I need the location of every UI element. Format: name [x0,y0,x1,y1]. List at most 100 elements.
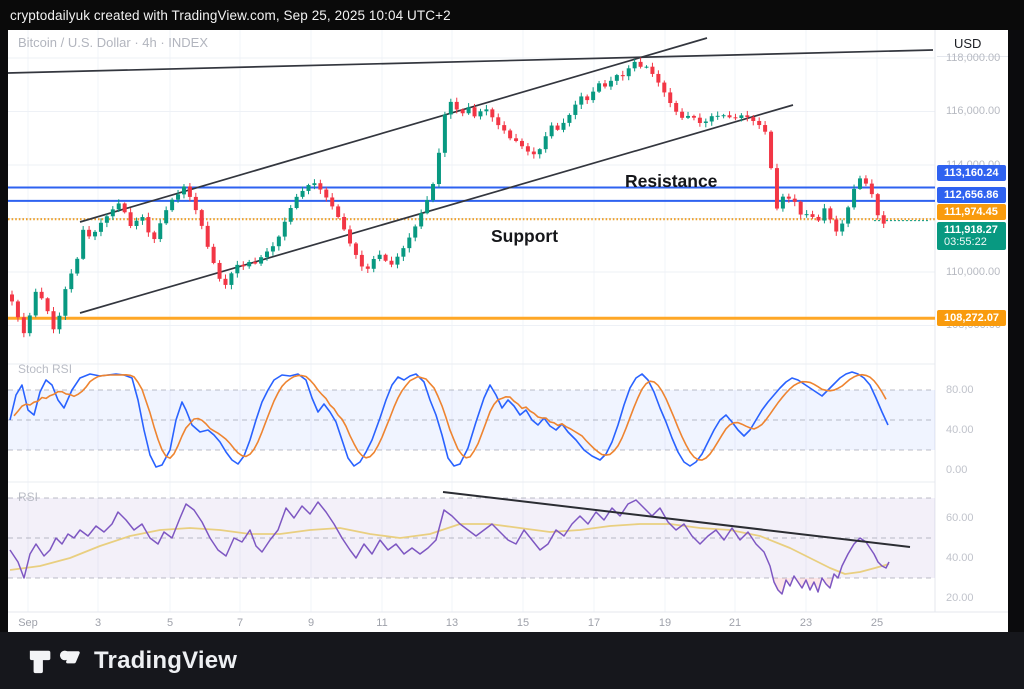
chart-area[interactable]: Bitcoin / U.S. Dollar · 4h · INDEX Stoch… [8,30,1008,632]
candle-body [187,186,192,197]
candle-body [573,104,578,115]
rsi-descending-line[interactable] [442,491,911,548]
candle-body [181,186,186,195]
stoch-d-line [13,373,887,461]
tradingview-wordmark[interactable]: TradingView [94,646,238,674]
candle-body [502,125,507,131]
candle-body [603,83,607,87]
candle-body [21,317,26,334]
time-axis-label: 25 [870,617,884,629]
candle-body [413,226,418,238]
time-axis-label: 19 [658,617,672,629]
candle-body [63,289,68,316]
candle-body [27,315,32,334]
long-resistance-line[interactable] [8,49,934,74]
channel-lower-line[interactable] [79,104,794,314]
candle-body [549,125,554,137]
footer-bar: TradingView [0,632,1024,689]
candle-body [834,219,839,232]
candle-body [597,83,602,92]
candle-body [875,194,880,216]
candle-body [786,196,791,199]
price-tag: 111,918.27 03:55:22 [937,222,1006,250]
candle-body [312,183,317,186]
candle-body [75,258,80,274]
currency-label: USD [954,35,982,51]
candle-body [264,251,269,258]
support-annotation[interactable]: Support [491,226,559,246]
candle-body [164,210,169,224]
candle-body [531,151,536,155]
candle-body [152,232,157,240]
candle-body [128,212,133,226]
candle-body [620,75,625,77]
candle-body [98,222,103,232]
currency-toggle-button[interactable]: USD [937,30,1008,57]
candle-body [110,209,115,217]
countdown-timer: 03:55:22 [944,236,987,248]
tradingview-logo-icon[interactable] [28,644,82,678]
candle-body [146,217,151,233]
stoch-k-line [9,371,889,468]
candle-body [431,184,436,200]
candle-body [656,73,661,83]
candle-body [87,229,92,237]
candle-body [466,107,471,114]
chart-canvas[interactable] [8,30,1008,632]
candle-body [288,208,293,222]
candle-body [306,185,311,191]
candle-body [810,214,815,217]
candle-body [253,262,258,264]
candle-body [561,122,566,130]
time-axis-label: 5 [166,617,174,629]
candle-body [632,61,637,69]
candle-body [436,152,441,185]
candle-body [442,114,447,153]
channel-upper-line[interactable] [79,37,708,223]
candle-body [193,196,198,211]
candle-body [816,216,821,221]
candle-body [211,246,216,263]
candle-body [496,117,501,126]
rsi-scale-label: 20.00 [946,591,974,604]
candle-body [674,102,679,112]
resistance-annotation[interactable]: Resistance [625,171,718,191]
attribution-text: cryptodailyuk created with TradingView.c… [10,7,451,23]
candle-body [330,197,335,207]
candle-body [57,315,62,330]
candle-body [846,207,851,224]
candle-body [472,107,477,117]
candle-body [585,96,590,101]
candle-body [199,210,204,226]
candle-body [763,125,768,132]
candle-body [395,256,400,265]
candle-body [792,198,797,202]
candle-body [371,258,376,269]
candle-body [353,243,358,255]
candle-body [686,115,691,118]
candle-body [134,220,139,226]
candle-body [739,115,744,118]
candle-body [170,199,175,211]
candle-body [745,115,750,118]
rsi-scale-label: 60.00 [946,511,974,524]
candle-body [668,92,673,103]
rsi-ma-line [9,523,890,575]
candle-body [217,262,222,279]
candle-body [93,231,98,237]
candle-body [294,196,299,209]
candle-body [780,196,785,209]
candle-body [15,301,20,318]
price-grid-label: 116,000.00 [946,105,1001,117]
candle-body [276,236,281,247]
candle-body [733,117,738,119]
candle-body [176,194,181,200]
candle-body [691,115,696,118]
candle-body [205,225,210,247]
time-axis-label: 3 [94,617,102,629]
candle-body [774,168,779,209]
candle-body [419,213,424,227]
candle-body [804,214,809,216]
candle-body [235,264,240,274]
